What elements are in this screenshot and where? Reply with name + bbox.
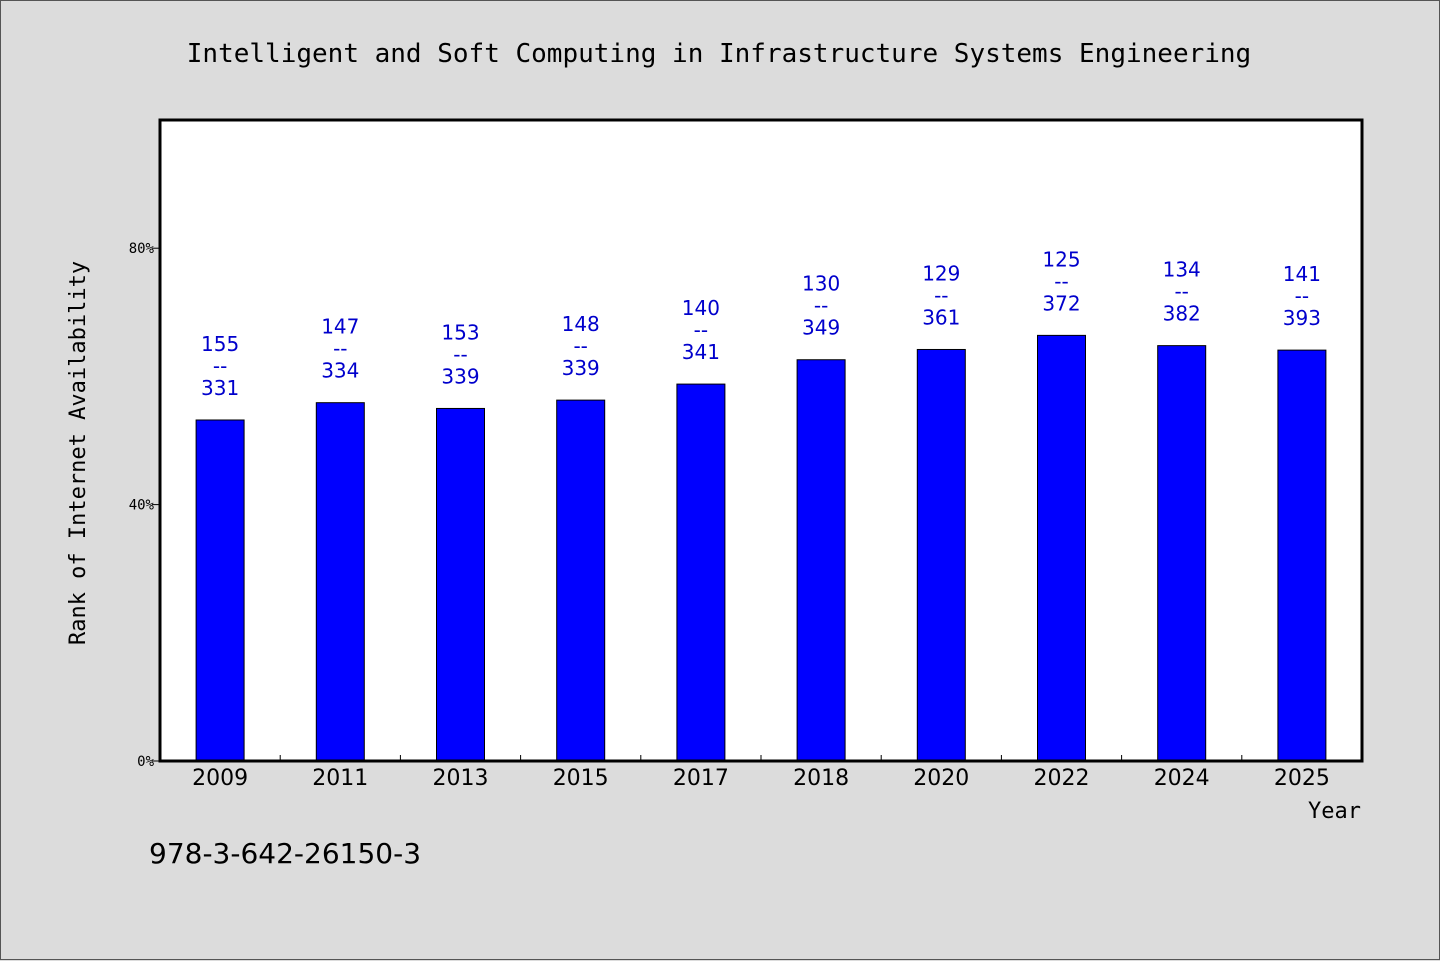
x-axis-label: Year [1308, 799, 1361, 824]
bar-label-2011-sep: -- [333, 337, 347, 361]
bar-label-2015-top: 148 [562, 312, 600, 336]
bar-labels: 155--331147--334153--339148--339140--341… [201, 247, 1321, 400]
bar-label-2015-sep: -- [573, 334, 587, 358]
chart-title: Intelligent and Soft Computing in Infras… [187, 39, 1251, 69]
bar-label-2024-top: 134 [1163, 258, 1201, 282]
bar-label-2009-sep: -- [213, 354, 227, 378]
x-axis-ticks: 2009 2011 2013 2015 2017 2018 2020 2022 2024 2025 [192, 755, 1330, 791]
bar-label-2025-sep: -- [1295, 284, 1309, 308]
bar-label-2018-sep: -- [814, 294, 828, 318]
bar-label-2020-bottom: 361 [922, 305, 960, 329]
x-tick-label-2022: 2022 [1034, 766, 1090, 791]
bar-label-2025-top: 141 [1283, 262, 1321, 286]
bar-2009 [195, 419, 245, 762]
y-axis-ticks: 0% 40% 80% [129, 241, 160, 770]
bar-label-2017-bottom: 341 [682, 340, 720, 364]
bar-label-2022-top: 125 [1042, 247, 1080, 271]
x-tick-label-2011: 2011 [312, 766, 368, 791]
y-axis-label: Rank of Internet Availability [66, 261, 91, 645]
bar-2011 [315, 402, 365, 762]
y-tick-label-80%: 80% [129, 241, 155, 257]
x-tick-label-2020: 2020 [913, 766, 969, 791]
x-tick-label-2013: 2013 [433, 766, 489, 791]
bar-label-2022-sep: -- [1054, 269, 1068, 293]
x-tick-label-2015: 2015 [553, 766, 609, 791]
bar-2020 [916, 348, 966, 762]
bar-label-2022-bottom: 372 [1042, 291, 1080, 315]
bar-label-2017-sep: -- [694, 318, 708, 342]
isbn-footer: 978-3-642-26150-3 [149, 837, 421, 870]
bar-label-2024-bottom: 382 [1163, 302, 1201, 326]
bar-label-2018-top: 130 [802, 272, 840, 296]
bar-label-2013-sep: -- [453, 342, 467, 366]
x-tick-label-2025: 2025 [1274, 766, 1330, 791]
x-tick-label-2018: 2018 [793, 766, 849, 791]
bar-label-2009-top: 155 [201, 332, 239, 356]
bar-2022 [1037, 334, 1086, 762]
x-tick-label-2009: 2009 [192, 766, 248, 791]
bar-2013 [436, 407, 485, 762]
bar-2018 [796, 359, 846, 762]
bar-2024 [1157, 345, 1207, 762]
bar-label-2011-top: 147 [321, 315, 359, 339]
bar-2025 [1277, 349, 1327, 762]
bar-label-2020-sep: -- [934, 283, 948, 307]
bar-label-2025-bottom: 393 [1283, 306, 1321, 330]
bar-label-2013-top: 153 [441, 320, 479, 344]
bar-label-2024-sep: -- [1174, 280, 1188, 304]
bar-label-2015-bottom: 339 [562, 356, 600, 380]
bar-label-2013-bottom: 339 [441, 364, 479, 388]
bar-label-2017-top: 140 [682, 296, 720, 320]
bar-2015 [556, 399, 606, 762]
bars [195, 334, 1327, 762]
bar-label-2018-bottom: 349 [802, 316, 840, 340]
y-tick-label-0%: 0% [137, 754, 154, 770]
bar-label-2009-bottom: 331 [201, 376, 239, 400]
bar-label-2020-top: 129 [922, 261, 960, 285]
bar-label-2011-bottom: 334 [321, 359, 359, 383]
x-tick-label-2017: 2017 [673, 766, 729, 791]
x-tick-label-2024: 2024 [1154, 766, 1210, 791]
bar-2017 [676, 383, 726, 762]
y-tick-label-40%: 40% [129, 498, 155, 514]
